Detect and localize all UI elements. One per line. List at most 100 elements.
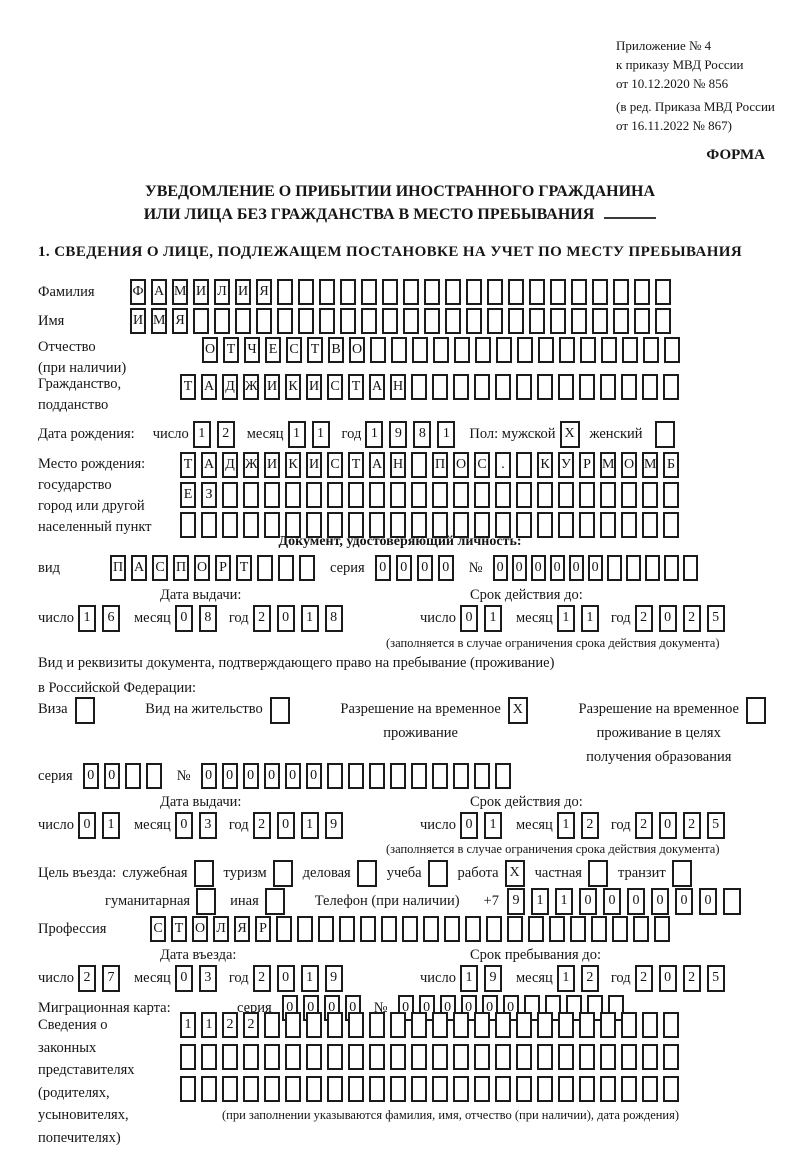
char-cell[interactable] — [423, 916, 439, 942]
char-cell[interactable] — [495, 1044, 511, 1070]
char-cell[interactable]: И — [193, 279, 209, 305]
char-cell[interactable] — [587, 860, 608, 887]
char-cell[interactable]: С — [152, 555, 168, 581]
char-cell[interactable] — [285, 1044, 301, 1070]
char-cell[interactable] — [412, 337, 428, 363]
char-cell[interactable] — [445, 279, 461, 305]
char-cell[interactable]: 0 — [284, 763, 301, 789]
char-cell[interactable] — [634, 308, 650, 334]
char-cell[interactable]: 0 — [658, 965, 677, 992]
char-cell[interactable]: Н — [390, 374, 406, 400]
char-cell[interactable] — [391, 337, 407, 363]
char-cell[interactable] — [348, 512, 364, 538]
char-cell[interactable]: 2 — [634, 812, 653, 839]
char-cell[interactable] — [433, 337, 449, 363]
char-cell[interactable]: 0 — [263, 763, 280, 789]
char-cell[interactable]: 1 — [300, 605, 319, 632]
char-cell[interactable] — [642, 374, 658, 400]
char-cell[interactable] — [642, 1012, 658, 1038]
char-cell[interactable] — [655, 279, 671, 305]
char-cell[interactable]: С — [327, 452, 343, 478]
char-cell[interactable] — [347, 763, 364, 789]
char-cell[interactable]: 0 — [602, 888, 621, 915]
char-cell[interactable] — [327, 512, 343, 538]
char-cell[interactable]: О — [192, 916, 208, 942]
char-cell[interactable]: 1 — [300, 965, 319, 992]
char-cell[interactable]: X — [559, 421, 580, 448]
char-cell[interactable] — [643, 337, 659, 363]
char-cell[interactable] — [222, 482, 238, 508]
char-cell[interactable] — [272, 860, 293, 887]
char-cell[interactable] — [601, 337, 617, 363]
char-cell[interactable] — [621, 1076, 637, 1102]
char-cell[interactable] — [495, 374, 511, 400]
char-cell[interactable] — [124, 763, 141, 789]
char-cell[interactable]: О — [194, 555, 210, 581]
char-cell[interactable] — [444, 916, 460, 942]
char-cell[interactable] — [466, 279, 482, 305]
char-cell[interactable]: Л — [213, 916, 229, 942]
char-cell[interactable] — [390, 1012, 406, 1038]
char-cell[interactable] — [390, 1044, 406, 1070]
char-cell[interactable] — [319, 308, 335, 334]
char-cell[interactable] — [591, 916, 607, 942]
char-cell[interactable]: 8 — [413, 421, 432, 448]
char-cell[interactable] — [621, 1012, 637, 1038]
char-cell[interactable] — [529, 308, 545, 334]
char-cell[interactable] — [339, 916, 355, 942]
char-cell[interactable]: И — [235, 279, 251, 305]
char-cell[interactable]: Р — [255, 916, 271, 942]
char-cell[interactable] — [579, 1044, 595, 1070]
char-cell[interactable] — [654, 916, 670, 942]
char-cell[interactable] — [537, 512, 553, 538]
char-cell[interactable] — [634, 279, 650, 305]
char-cell[interactable] — [642, 1076, 658, 1102]
char-cell[interactable] — [571, 308, 587, 334]
char-cell[interactable]: У — [558, 452, 574, 478]
char-cell[interactable] — [390, 512, 406, 538]
char-cell[interactable]: 2 — [682, 965, 701, 992]
char-cell[interactable] — [453, 374, 469, 400]
char-cell[interactable] — [390, 482, 406, 508]
char-cell[interactable] — [474, 374, 490, 400]
char-cell[interactable]: 0 — [626, 888, 645, 915]
char-cell[interactable] — [452, 763, 469, 789]
char-cell[interactable] — [621, 482, 637, 508]
char-cell[interactable]: О — [202, 337, 218, 363]
char-cell[interactable]: 1 — [556, 965, 575, 992]
char-cell[interactable]: И — [306, 452, 322, 478]
char-cell[interactable]: 0 — [276, 812, 295, 839]
char-cell[interactable]: М — [172, 279, 188, 305]
char-cell[interactable]: 1 — [483, 812, 502, 839]
char-cell[interactable] — [285, 1076, 301, 1102]
char-cell[interactable]: 1 — [287, 421, 306, 448]
char-cell[interactable]: А — [151, 279, 167, 305]
char-cell[interactable]: 1 — [437, 421, 456, 448]
char-cell[interactable]: О — [453, 452, 469, 478]
char-cell[interactable] — [600, 1012, 616, 1038]
char-cell[interactable]: А — [369, 452, 385, 478]
char-cell[interactable]: С — [474, 452, 490, 478]
char-cell[interactable] — [495, 1076, 511, 1102]
char-cell[interactable] — [389, 763, 406, 789]
char-cell[interactable] — [475, 337, 491, 363]
char-cell[interactable] — [243, 512, 259, 538]
char-cell[interactable] — [579, 482, 595, 508]
char-cell[interactable]: А — [369, 374, 385, 400]
char-cell[interactable] — [559, 337, 575, 363]
char-cell[interactable]: 0 — [674, 888, 693, 915]
char-cell[interactable] — [454, 337, 470, 363]
char-cell[interactable]: 5 — [706, 812, 725, 839]
char-cell[interactable] — [411, 1076, 427, 1102]
char-cell[interactable] — [474, 1044, 490, 1070]
char-cell[interactable] — [550, 308, 566, 334]
char-cell[interactable] — [299, 555, 315, 581]
char-cell[interactable] — [495, 512, 511, 538]
char-cell[interactable]: 0 — [82, 763, 99, 789]
char-cell[interactable] — [356, 860, 377, 887]
char-cell[interactable]: 3 — [198, 812, 217, 839]
char-cell[interactable]: 2 — [222, 1012, 238, 1038]
char-cell[interactable]: 2 — [252, 605, 271, 632]
char-cell[interactable] — [622, 337, 638, 363]
char-cell[interactable]: 0 — [530, 555, 546, 581]
